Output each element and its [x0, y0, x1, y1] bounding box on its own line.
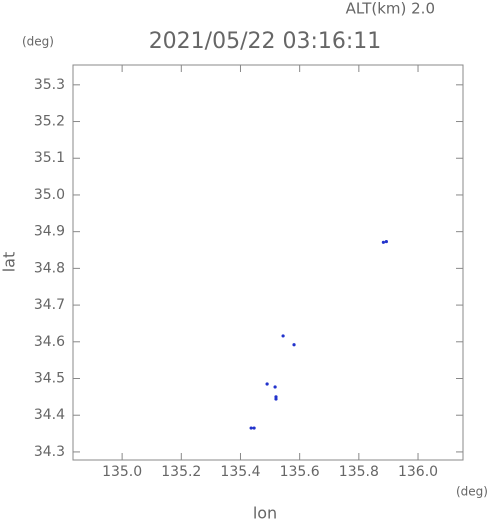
y-tick-label: 34.9 [34, 224, 65, 240]
x-tick-label: 135.6 [280, 464, 320, 480]
y-tick-label: 35.3 [34, 77, 65, 93]
y-tick-label: 35.2 [34, 114, 65, 130]
point [274, 397, 278, 401]
y-tick-label: 35.1 [34, 150, 65, 166]
y-tick-label: 34.8 [34, 260, 65, 276]
x-tick-label: 135.2 [161, 464, 201, 480]
x-tick-label: 135.8 [339, 464, 379, 480]
point [281, 334, 285, 338]
point [265, 382, 269, 386]
y-axis-label: lat [0, 252, 19, 273]
point [249, 426, 253, 430]
y-tick-label: 35.0 [34, 187, 65, 203]
x-tick-label: 135.0 [102, 464, 142, 480]
point [273, 385, 277, 389]
y-tick-label: 34.7 [34, 297, 65, 313]
point [384, 239, 388, 244]
y-tick-label: 34.3 [34, 444, 65, 460]
point [381, 240, 386, 244]
x-axis-label: lon [253, 504, 277, 521]
y-tick-label: 34.5 [34, 371, 65, 387]
point [274, 395, 278, 399]
subtitle: ALT(km) 2.0 [346, 0, 435, 18]
plot-frame [72, 64, 464, 461]
x-tick-label: 136.0 [398, 464, 438, 480]
point [292, 343, 296, 347]
y-tick-label: 34.6 [34, 334, 65, 350]
point [252, 426, 256, 430]
y-unit: (deg) [22, 35, 54, 49]
x-unit: (deg) [456, 485, 488, 499]
x-tick-label: 135.4 [220, 464, 260, 480]
chart-title: 2021/05/22 03:16:11 [149, 29, 382, 54]
y-tick-label: 34.4 [34, 407, 65, 423]
